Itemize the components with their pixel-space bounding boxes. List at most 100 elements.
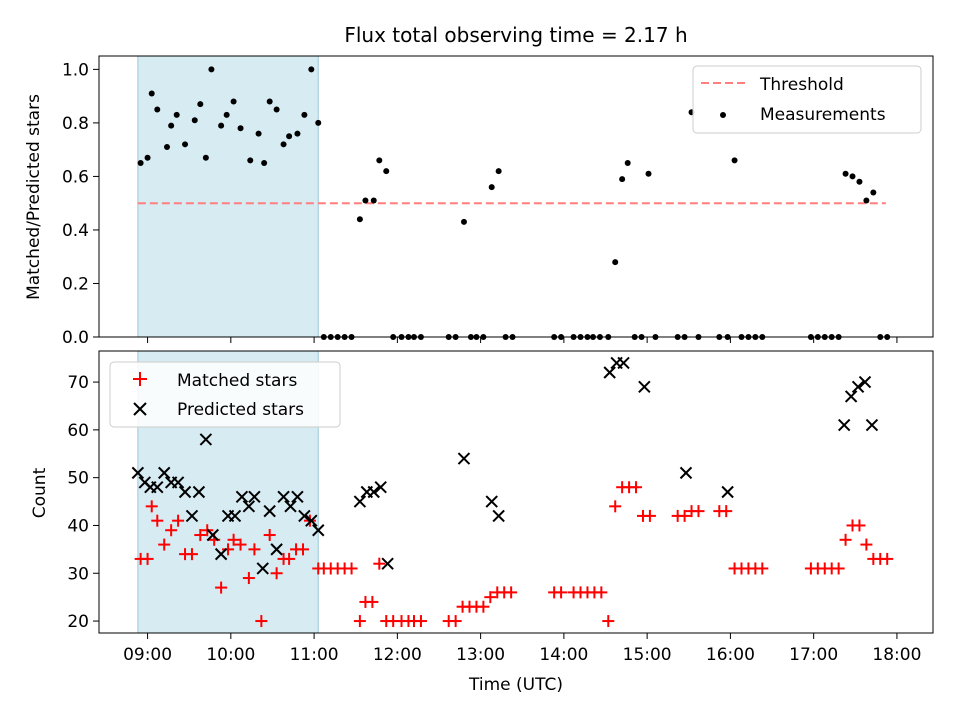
top-y-tick-label: 1.0 xyxy=(62,60,89,80)
measurement-point xyxy=(137,160,144,167)
predicted-star-point xyxy=(844,390,858,403)
predicted-star-point xyxy=(178,485,192,499)
matched-star-point xyxy=(141,552,154,565)
measurement-point xyxy=(273,106,280,113)
bottom-y-tick-label: 50 xyxy=(67,469,89,489)
legend-predicted-label: Predicted stars xyxy=(177,400,304,420)
matched-star-point xyxy=(227,533,240,546)
matched-star-point xyxy=(165,524,178,537)
predicted-star-point xyxy=(353,495,367,508)
predicted-star-point xyxy=(228,509,242,523)
legend-predicted-swatch xyxy=(133,402,147,416)
matched-star-point xyxy=(283,552,296,565)
predicted-star-point xyxy=(235,490,249,503)
bottom-x-axis: 09:00 10:00 11:00 12:00 13:00 14:00 15:00 16:00… xyxy=(123,633,921,665)
matched-star-point xyxy=(881,552,894,565)
matched-star-point xyxy=(151,514,164,527)
matched-star-point xyxy=(215,581,228,594)
bottom-y-tick-label: 20 xyxy=(67,612,89,632)
matched-star-point xyxy=(172,514,185,527)
measurement-point xyxy=(208,66,215,73)
top-axes-frame xyxy=(98,55,934,338)
predicted-star-point xyxy=(263,504,276,518)
matched-star-point xyxy=(185,548,198,561)
measurement-point xyxy=(280,141,287,148)
predicted-star-point xyxy=(721,485,734,499)
predicted-star-point xyxy=(256,562,269,575)
measurement-point xyxy=(624,160,631,167)
predicted-star-point xyxy=(457,452,471,465)
measurement-point xyxy=(495,168,502,175)
top-legend-frame xyxy=(692,65,922,134)
matched-star-point xyxy=(449,615,462,628)
matched-star-point xyxy=(720,505,733,518)
predicted-star-point xyxy=(277,490,290,503)
predicted-star-point xyxy=(638,380,651,394)
matched-star-point xyxy=(234,538,247,551)
measurement-point xyxy=(460,218,467,225)
top-y-tick-label: 0.2 xyxy=(62,274,89,294)
matched-star-point xyxy=(484,591,497,604)
predicted-star-point xyxy=(206,528,219,542)
predicted-star-point xyxy=(242,500,256,513)
matched-star-point xyxy=(853,519,866,532)
matched-star-point xyxy=(145,500,158,513)
x-tick-label: 18:00 xyxy=(872,645,921,665)
predicted-star-point xyxy=(199,433,213,446)
matched-star-point xyxy=(609,500,622,513)
matched-star-point xyxy=(692,505,705,518)
chart-title: Flux total observing time = 2.17 h xyxy=(344,23,687,47)
predicted-star-point xyxy=(374,481,387,494)
predicted-star-point xyxy=(485,495,498,508)
predicted-star-point xyxy=(214,547,228,561)
matched-star-point xyxy=(414,615,427,628)
predicted-star-point xyxy=(603,366,616,379)
measurement-point xyxy=(191,117,198,124)
measurement-point xyxy=(308,66,315,73)
matched-star-point xyxy=(242,572,255,585)
predicted-star-point xyxy=(367,485,380,499)
measurement-point xyxy=(261,160,268,167)
matched-star-point xyxy=(373,557,386,570)
top-plot-area xyxy=(137,66,891,340)
predicted-star-point xyxy=(679,466,693,480)
predicted-star-point xyxy=(171,476,185,489)
predicted-star-point xyxy=(837,418,851,432)
matched-star-point xyxy=(255,615,268,628)
matched-star-point xyxy=(263,529,276,542)
measurement-point xyxy=(294,130,301,137)
measurement-point xyxy=(645,170,652,177)
predicted-star-point xyxy=(151,481,164,494)
x-tick-label: 14:00 xyxy=(539,645,588,665)
matched-star-point xyxy=(643,509,656,522)
predicted-star-point xyxy=(270,543,283,556)
matched-star-point xyxy=(595,586,608,599)
measurement-point xyxy=(376,157,383,164)
bottom-y-tick-label: 30 xyxy=(67,564,89,584)
x-tick-label: 16:00 xyxy=(706,645,755,665)
measurement-point xyxy=(870,189,877,196)
matched-star-point xyxy=(505,586,518,599)
measurement-point xyxy=(362,197,369,204)
matched-star-point xyxy=(345,562,358,575)
predicted-star-point xyxy=(851,380,865,394)
measurement-point xyxy=(197,101,204,108)
measurement-point xyxy=(842,170,849,177)
measurement-point xyxy=(301,111,308,118)
measurement-point xyxy=(383,168,390,175)
measurement-point xyxy=(168,122,175,129)
measurement-point xyxy=(218,122,225,129)
predicted-star-point xyxy=(492,509,505,523)
matched-star-point xyxy=(630,481,643,494)
measurement-point xyxy=(202,154,209,161)
legend-threshold-label: Threshold xyxy=(759,75,844,95)
bottom-legend-frame xyxy=(109,361,341,428)
predicted-star-point xyxy=(617,356,630,370)
matched-star-point xyxy=(602,615,615,628)
measurement-point xyxy=(148,90,155,97)
measurement-point xyxy=(223,111,230,118)
measurement-point xyxy=(182,141,189,148)
predicted-star-point xyxy=(192,485,206,499)
predicted-star-point xyxy=(312,524,325,537)
legend-matched-swatch xyxy=(133,372,147,386)
